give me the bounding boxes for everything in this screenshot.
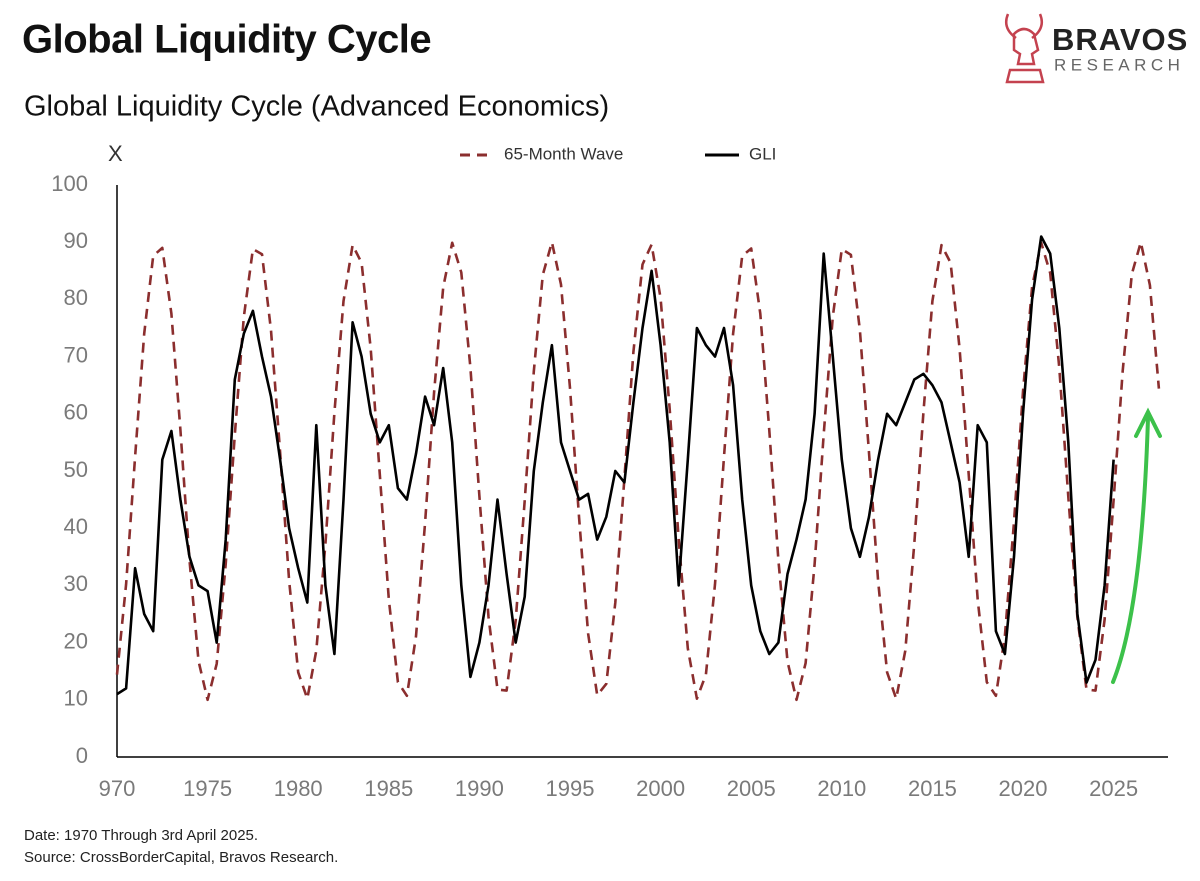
y-tick-label: 10 bbox=[64, 686, 88, 711]
y-tick-label: 30 bbox=[64, 571, 88, 596]
x-tick-label: 1995 bbox=[546, 776, 595, 801]
annotation-arrow bbox=[1111, 407, 1162, 684]
chart-title: Global Liquidity Cycle bbox=[22, 18, 431, 62]
x-tick-label: 2005 bbox=[727, 776, 776, 801]
x-tick-label: 2020 bbox=[999, 776, 1048, 801]
y-tick-label: 70 bbox=[64, 342, 88, 367]
x-tick-label: 2000 bbox=[636, 776, 685, 801]
y-tick-label: 60 bbox=[64, 400, 88, 425]
brand-tagline: RESEARCH bbox=[1054, 55, 1184, 74]
x-tick-label: 2015 bbox=[908, 776, 957, 801]
y-axis-label: X bbox=[108, 141, 123, 166]
y-tick-label: 40 bbox=[64, 514, 88, 539]
legend-label: GLI bbox=[749, 144, 776, 163]
footnote: Date: 1970 Through 3rd April 2025. bbox=[24, 827, 258, 844]
x-tick-label: 1990 bbox=[455, 776, 504, 801]
chart-subtitle: Global Liquidity Cycle (Advanced Economi… bbox=[24, 91, 609, 123]
y-tick-label: 20 bbox=[64, 628, 88, 653]
x-tick-label: 2010 bbox=[817, 776, 866, 801]
footnote: Source: CrossBorderCapital, Bravos Resea… bbox=[24, 849, 338, 866]
y-tick-label: 50 bbox=[64, 457, 88, 482]
brand-name: BRAVOS bbox=[1052, 22, 1188, 57]
y-tick-label: 90 bbox=[64, 228, 88, 253]
y-tick-label: 0 bbox=[76, 743, 88, 768]
x-tick-label: 1985 bbox=[364, 776, 413, 801]
x-tick-label: 970 bbox=[99, 776, 136, 801]
series-line bbox=[116, 235, 1115, 696]
legend-label: 65-Month Wave bbox=[504, 144, 623, 163]
series-line bbox=[115, 240, 1161, 702]
y-tick-label: 80 bbox=[64, 285, 88, 310]
brand-logo bbox=[1005, 13, 1045, 84]
x-tick-label: 1980 bbox=[274, 776, 323, 801]
x-tick-label: 1975 bbox=[183, 776, 232, 801]
x-tick-label: 2025 bbox=[1089, 776, 1138, 801]
y-tick-label: 100 bbox=[51, 171, 88, 196]
